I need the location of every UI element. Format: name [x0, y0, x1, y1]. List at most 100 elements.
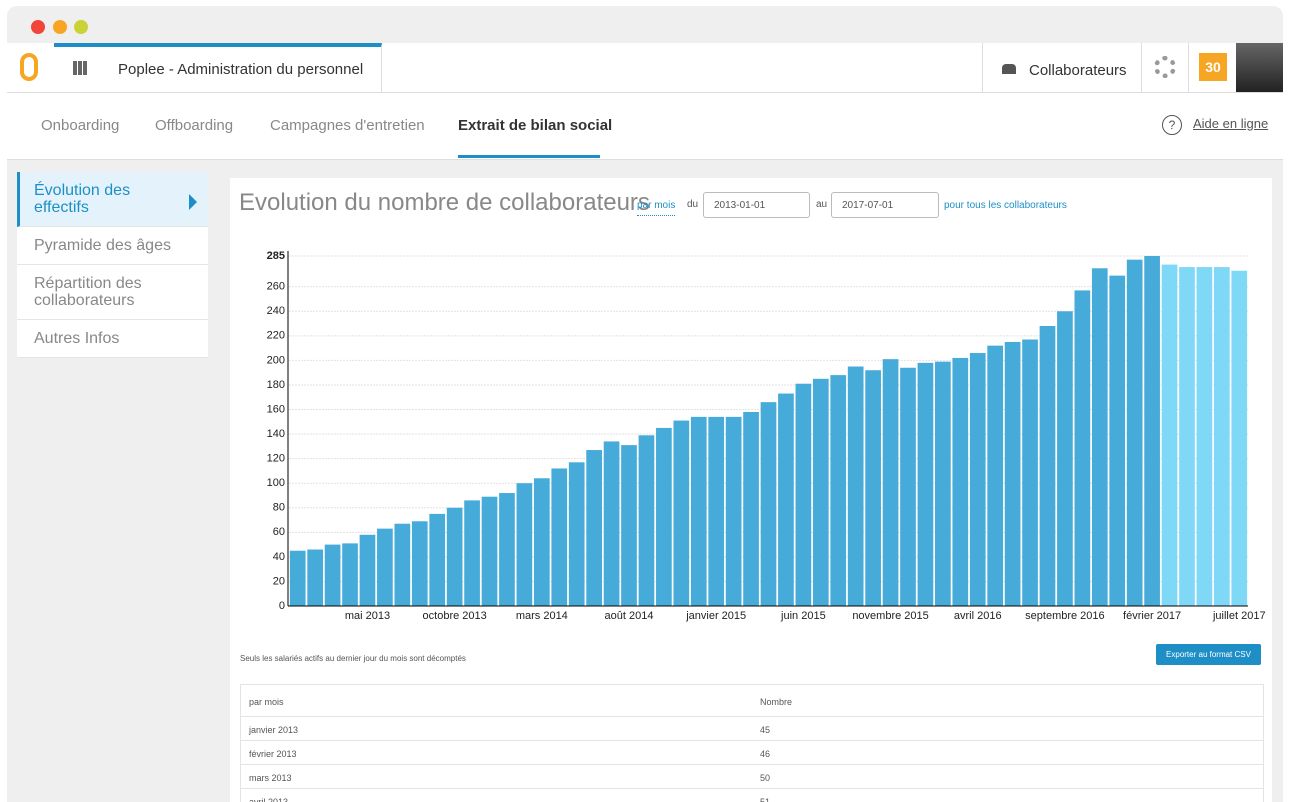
cell: 46 — [760, 749, 771, 759]
badge[interactable]: 30 — [1199, 53, 1227, 81]
apps-icon[interactable] — [73, 61, 87, 75]
help-link[interactable]: Aide en ligne — [1193, 116, 1269, 131]
cell: février 2013 — [249, 749, 297, 759]
note: Seuls les salariés actifs au dernier jou… — [240, 654, 466, 663]
cell: janvier 2013 — [249, 725, 299, 735]
bar — [743, 411, 759, 606]
bar — [935, 361, 951, 606]
side-item[interactable]: Autres Infos — [17, 320, 208, 358]
bar — [830, 375, 847, 606]
bar — [1091, 268, 1108, 606]
max-dot[interactable] — [74, 20, 88, 34]
divider — [982, 43, 983, 92]
bar — [760, 402, 777, 606]
x-tick-label: juillet 2017 — [1212, 610, 1266, 622]
y-tick-label: 120 — [267, 453, 285, 465]
bar — [1022, 339, 1038, 606]
x-tick-label: février 2017 — [1123, 610, 1181, 622]
avatar[interactable] — [1236, 43, 1283, 92]
bar — [1213, 267, 1230, 606]
close-dot[interactable] — [31, 20, 45, 34]
bar — [307, 549, 324, 606]
tab[interactable]: Onboarding — [41, 117, 120, 134]
bar — [551, 468, 568, 606]
bar — [656, 427, 672, 606]
tab-underline — [458, 155, 600, 158]
table-header: par mois Nombre — [241, 685, 1263, 717]
arrow — [189, 194, 197, 210]
scope-link[interactable]: pour tous les collaborateurs — [944, 200, 1067, 211]
period-select[interactable]: par mois — [637, 200, 676, 216]
y-tick-label: 200 — [267, 354, 285, 366]
x-tick-label: octobre 2013 — [423, 610, 487, 622]
help-icon: ? — [1162, 115, 1182, 135]
tab-active[interactable]: Extrait de bilan social — [458, 117, 613, 134]
bar — [446, 507, 463, 606]
divider — [1188, 43, 1189, 92]
y-tick-label: 60 — [273, 526, 285, 538]
logo[interactable] — [20, 53, 38, 81]
bar — [812, 378, 829, 606]
y-tick-label: 240 — [267, 305, 285, 317]
bar — [533, 478, 550, 606]
y-tick-label: 80 — [273, 502, 285, 514]
cell: 45 — [760, 725, 771, 735]
bar — [865, 370, 881, 606]
x-tick-label: septembre 2016 — [1025, 610, 1105, 622]
x-tick-label: janvier 2015 — [685, 610, 746, 622]
bar — [1109, 275, 1126, 606]
x-tick-label: mars 2014 — [516, 610, 568, 622]
bar — [411, 521, 428, 606]
chart-title: Evolution du nombre de collaborateurs — [239, 189, 650, 216]
tab[interactable]: Offboarding — [155, 117, 234, 134]
bar — [708, 416, 725, 606]
bar — [952, 357, 969, 606]
to-date[interactable]: 2017-07-01 — [831, 192, 939, 218]
people-link[interactable]: Collaborateurs — [1029, 62, 1127, 79]
table-row: avril 2013 51 — [241, 789, 1263, 802]
bar — [847, 366, 864, 606]
bar — [673, 420, 690, 606]
cell: avril 2013 — [249, 797, 289, 802]
from-date[interactable]: 2013-01-01 — [703, 192, 810, 218]
side-item-active[interactable]: Évolution des effectifs — [17, 172, 208, 227]
bar — [1179, 267, 1195, 606]
bar — [725, 416, 742, 606]
bar — [464, 500, 480, 606]
bar — [394, 523, 411, 606]
y-tick-label: 100 — [267, 477, 285, 489]
bar — [377, 528, 393, 606]
divider — [1141, 43, 1142, 92]
side-item[interactable]: Pyramide des âges — [17, 227, 208, 265]
tabs: Onboarding Offboarding Campagnes d'entre… — [7, 93, 1283, 160]
bar — [1074, 290, 1091, 606]
bar — [1126, 259, 1143, 606]
bar — [1144, 256, 1160, 606]
cell: 51 — [760, 797, 771, 802]
bar — [1196, 267, 1213, 606]
sidebar: Évolution des effectifs Pyramide des âge… — [17, 172, 208, 358]
bar — [1161, 264, 1178, 606]
people-icon — [1002, 64, 1016, 74]
x-tick-label: mai 2013 — [345, 610, 390, 622]
tab[interactable]: Campagnes d'entretien — [270, 117, 425, 134]
side-item[interactable]: Répartition des collaborateurs — [17, 265, 208, 320]
bar — [568, 462, 585, 606]
bar — [621, 445, 637, 606]
table-row: janvier 2013 45 — [241, 717, 1263, 741]
bar — [481, 496, 498, 606]
min-dot[interactable] — [53, 20, 67, 34]
settings-icon[interactable] — [1154, 56, 1176, 78]
y-tick-label: 260 — [267, 281, 285, 293]
bar — [289, 550, 306, 606]
bar — [795, 383, 812, 606]
export-button[interactable]: Exporter au format CSV — [1156, 644, 1261, 665]
bar — [778, 393, 794, 606]
bar — [917, 362, 934, 606]
bar — [882, 359, 899, 606]
table-row: mars 2013 50 — [241, 765, 1263, 789]
cell: 50 — [760, 773, 771, 783]
y-tick-label: 220 — [267, 330, 285, 342]
bar — [1039, 326, 1056, 606]
